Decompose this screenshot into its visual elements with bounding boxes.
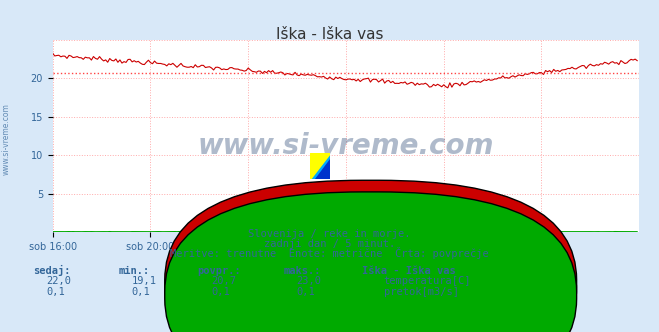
Text: pretok[m3/s]: pretok[m3/s] [384,288,459,297]
Text: Iška - Iška vas: Iška - Iška vas [275,27,384,42]
Polygon shape [310,153,330,179]
Text: Meritve: trenutne  Enote: metrične  Črta: povprečje: Meritve: trenutne Enote: metrične Črta: … [170,247,489,259]
Text: 19,1: 19,1 [132,276,157,286]
Text: www.si-vreme.com: www.si-vreme.com [2,104,11,175]
Text: zadnji dan / 5 minut.: zadnji dan / 5 minut. [264,239,395,249]
Text: sedaj:: sedaj: [33,265,71,276]
Text: www.si-vreme.com: www.si-vreme.com [198,132,494,160]
Text: 0,1: 0,1 [46,288,65,297]
Text: 0,1: 0,1 [132,288,150,297]
Text: min.:: min.: [119,266,150,276]
Text: 20,7: 20,7 [211,276,236,286]
Text: 23,0: 23,0 [297,276,322,286]
Text: maks.:: maks.: [283,266,321,276]
Text: Slovenija / reke in morje.: Slovenija / reke in morje. [248,229,411,239]
Text: Iška - Iška vas: Iška - Iška vas [362,266,456,276]
Text: temperatura[C]: temperatura[C] [384,276,471,286]
Polygon shape [310,153,330,179]
Text: 0,1: 0,1 [297,288,315,297]
Polygon shape [314,159,330,179]
Text: povpr.:: povpr.: [198,266,241,276]
Text: 0,1: 0,1 [211,288,229,297]
Text: 22,0: 22,0 [46,276,71,286]
